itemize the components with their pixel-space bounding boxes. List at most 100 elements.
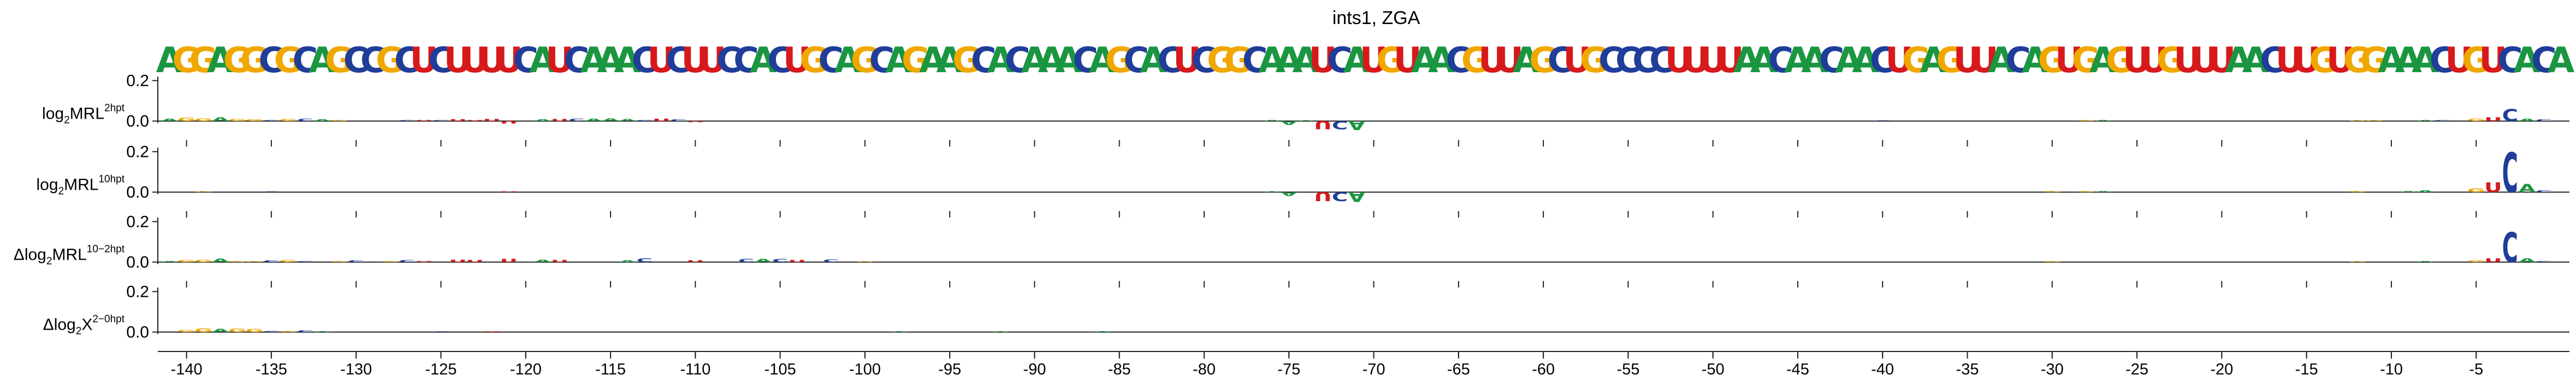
logo-letter: U [788,260,806,263]
logo-letter: G [2348,120,2366,121]
sequence-letter: A [1038,40,1065,81]
sequence-letter: C [428,40,454,81]
logo-letter: A [161,118,178,122]
logo-letter: G [279,119,297,122]
sequence-letter: A [1411,40,1438,81]
sequence-letter: G [1936,40,1965,81]
sequence-letter: A [1258,40,1286,81]
logo-letter: A [585,118,602,122]
sequence-letter: U [1173,40,1201,81]
sequence-letter: G [223,40,252,81]
sequence-letter: A [2548,40,2575,81]
sequence-letter: U [1478,40,1507,81]
sequence-letter: A [2089,40,2117,81]
sequence-letter: A [2022,40,2049,81]
x-tick-label: -65 [1447,361,1470,378]
logo-letter: U [551,119,569,122]
logo-letter: U [686,121,704,122]
x-tick-label: -40 [1871,361,1894,378]
sequence-letter: A [1784,40,1811,81]
sequence-letter: U [2276,40,2304,81]
sequence-letter: U [478,40,506,81]
logo-letter: A [2417,261,2434,262]
sequence-letter: C [2260,40,2285,81]
logo-letter: C [569,118,584,122]
x-tick-label: -30 [2041,361,2064,378]
sequence-letter: C [1005,40,1031,81]
sequence-letter: A [580,40,607,81]
y-axis-label: log2MRL10hpt [36,173,125,197]
sequence-letter: A [597,40,624,81]
logo-letter: G [2467,187,2485,194]
x-tick-label: -45 [1786,361,1809,378]
logo-letter: A [2417,120,2434,121]
sequence-letter: G [902,40,931,81]
logo-letter: C [399,260,415,263]
sequence-letter: C [344,40,369,81]
sequence-letter: G [2106,40,2135,81]
y-tick-label: 0.0 [126,323,149,341]
sequence-letter: G [325,40,354,81]
sequence-letter: U [698,40,726,81]
sequence-letter: U [1716,40,1744,81]
logo-letter: C [2502,141,2518,205]
logo-letter: A [2400,191,2417,192]
sequence-letter: U [444,40,472,81]
sequence-letter: U [2190,40,2219,81]
sequence-letter: U [2174,40,2202,81]
sequence-letter: C [971,40,997,81]
logo-letter: G [2348,191,2366,192]
logo-letter: G [177,260,196,263]
sequence-letter: G [1902,40,1931,81]
logo-letter: G [2043,261,2061,262]
sequence-letter: G [1580,40,1609,81]
sequence-letter: A [1428,40,1455,81]
logo-letter: A [314,119,331,122]
logo-letter: G [177,330,196,333]
sequence-letter: G [240,40,269,81]
sequence-letter: U [1495,40,1524,81]
sequence-letter: U [2445,40,2473,81]
sequence-letter: U [1665,40,1693,81]
logo-letter: C [671,119,686,122]
sequence-letter: C [2430,40,2455,81]
x-tick-label: -135 [256,361,287,378]
x-tick-label: -35 [1956,361,1979,378]
sequence-letter: C [716,40,742,81]
sequence-letter: G [2462,40,2491,81]
x-tick-label: -105 [765,361,796,378]
sequence-letter: A [1852,40,1879,81]
sequence-letter: G [1461,40,1490,81]
y-tick-label: 0.2 [126,283,149,301]
logo-letter: A [1281,191,1298,197]
sequence-letter: A [2514,40,2541,81]
logo-letter: U [2484,179,2502,195]
logo-letter: U [500,258,517,263]
x-tick-label: -70 [1363,361,1385,378]
logo-letter: G [194,191,212,192]
sequence-letter: A [2395,40,2422,81]
logo-letter: A [890,331,907,332]
logo-letter: A [1348,189,1365,204]
logo-letter: A [2094,191,2111,192]
sequence-letter: A [1733,40,1761,81]
logo-letter: G [856,261,874,262]
x-tick-label: -100 [849,361,881,378]
sequence-letter: U [2479,40,2507,81]
y-tick-label: 0.0 [126,112,149,130]
sequence-letter: C [1649,40,1675,81]
logo-letter: U [466,260,483,263]
sequence-letter: U [647,40,676,81]
logo-letter: G [194,259,212,263]
sequence-letter: A [1513,40,1540,81]
logo-letter: A [534,119,551,122]
x-tick-label: -15 [2295,361,2318,378]
sequence-letter: A [207,40,234,81]
sequence-letter: G [1529,40,1558,81]
sequence-letter: G [189,40,218,81]
logo-letter: C [2502,106,2518,125]
sequence-letter: C [869,40,895,81]
sequence-letter: A [2412,40,2439,81]
